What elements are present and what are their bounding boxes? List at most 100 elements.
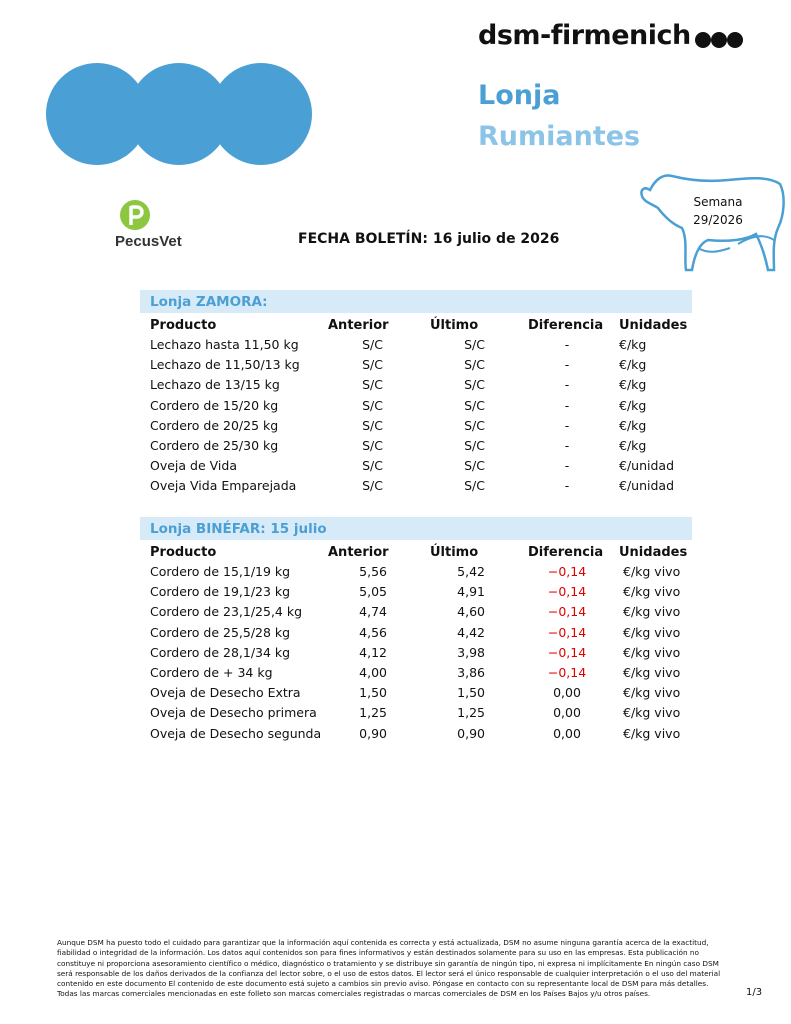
table-cell: 1,25: [359, 705, 387, 721]
table-cell: €/kg vivo: [623, 584, 681, 600]
bulletin-date: FECHA BOLETÍN: 16 julio de 2026: [298, 231, 560, 247]
table-cell: Lechazo hasta 11,50 kg: [150, 337, 299, 352]
table-cell: 5,05: [359, 584, 387, 600]
table-cell: €/kg vivo: [623, 685, 681, 701]
table-cell: Oveja de Vida: [150, 458, 237, 474]
subtitle: Rumiantes: [478, 121, 641, 152]
table-cell: −0,14: [547, 624, 587, 640]
column-header: Unidades: [619, 545, 688, 560]
brand-dots: [695, 32, 743, 48]
column-header: Producto: [150, 318, 217, 333]
table-cell: €/kg vivo: [623, 665, 681, 680]
table-title-band: Lonja BINÉFAR: 15 julio: [140, 517, 692, 540]
table-cell: S/C: [464, 478, 485, 494]
table-cell: S/C: [362, 357, 383, 373]
table-cell: −0,14: [547, 665, 587, 680]
table-cell: €/kg: [619, 377, 647, 393]
table-cell: 4,60: [457, 604, 485, 620]
column-header: Diferencia: [528, 545, 604, 560]
table-cell: −0,14: [547, 644, 587, 660]
table-cell: €/kg: [619, 397, 647, 413]
table-cell: −0,14: [547, 564, 587, 579]
table-cell: S/C: [464, 357, 485, 373]
table-cell: €/kg vivo: [623, 725, 681, 741]
table-cell: S/C: [362, 337, 383, 352]
table-cell: 0,00: [553, 685, 581, 701]
table-cell: 1,50: [457, 685, 485, 701]
table-cell: S/C: [362, 458, 383, 474]
table-cell: -: [564, 438, 570, 453]
table-cell: S/C: [362, 397, 383, 413]
table-cell: Cordero de 23,1/25,4 kg: [150, 604, 303, 620]
table-cell: 4,91: [457, 584, 485, 600]
disclaimer: Aunque DSM ha puesto todo el cuidado par…: [57, 938, 721, 999]
table-cell: Oveja de Desecho primera: [150, 705, 317, 721]
table-cell: Cordero de 25/30 kg: [150, 438, 279, 453]
table-cell: S/C: [464, 438, 485, 453]
page-number: 1/3: [746, 987, 763, 998]
table-cell: 4,74: [359, 604, 387, 620]
table-cell: Oveja de Desecho Extra: [150, 685, 301, 701]
table-cell: S/C: [362, 417, 383, 433]
table-cell: S/C: [464, 377, 485, 393]
table-cell: −0,14: [547, 604, 587, 620]
column-header: Último: [430, 545, 479, 560]
column-header: Último: [430, 318, 479, 333]
table-cell: Cordero de 15/20 kg: [150, 397, 279, 413]
table-title: Lonja ZAMORA:: [150, 294, 268, 310]
column-header: Anterior: [328, 318, 389, 333]
table-cell: €/kg vivo: [623, 564, 681, 579]
table-cell: 1,50: [359, 685, 387, 701]
table-cell: €/kg vivo: [623, 604, 681, 620]
table-cell: 3,86: [457, 665, 485, 680]
table-cell: 0,00: [553, 705, 581, 721]
table-cell: Cordero de 25,5/28 kg: [150, 624, 291, 640]
table-cell: 3,98: [457, 644, 485, 660]
column-header: Unidades: [619, 318, 688, 333]
brand: dsm-firmenich: [478, 20, 691, 51]
table-cell: S/C: [464, 397, 485, 413]
table-cell: Oveja Vida Emparejada: [150, 478, 297, 494]
table-title-band: Lonja ZAMORA:: [140, 290, 692, 313]
table-cell: Cordero de 19,1/23 kg: [150, 584, 291, 600]
table-cell: -: [564, 478, 570, 494]
table-cell: €/kg vivo: [623, 624, 681, 640]
table-cell: 4,00: [359, 665, 387, 680]
table-cell: €/kg: [619, 337, 647, 352]
table-cell: 5,56: [359, 564, 387, 579]
table-cell: Cordero de 15,1/19 kg: [150, 564, 291, 579]
table-cell: Oveja de Desecho segunda: [150, 725, 322, 741]
table-cell: €/kg: [619, 417, 647, 433]
table-cell: S/C: [362, 438, 383, 453]
week: 29/2026: [693, 213, 743, 227]
table-cell: S/C: [464, 417, 485, 433]
title: Lonja: [478, 80, 561, 111]
table-cell: 0,90: [359, 725, 387, 741]
week-label: Semana: [693, 195, 743, 209]
table-cell: 4,42: [457, 624, 485, 640]
table-cell: -: [564, 377, 570, 393]
table-cell: S/C: [362, 377, 383, 393]
table-cell: S/C: [464, 458, 485, 474]
table-cell: S/C: [464, 337, 485, 352]
table-cell: €/kg vivo: [623, 705, 681, 721]
column-header: Diferencia: [528, 318, 604, 333]
logo-icon: [120, 200, 150, 230]
table-cell: -: [564, 458, 570, 474]
logo-text: PecusVet: [115, 233, 182, 250]
column-header: Producto: [150, 545, 217, 560]
table-cell: Cordero de 20/25 kg: [150, 417, 279, 433]
table-cell: Lechazo de 13/15 kg: [150, 377, 280, 393]
table-cell: €/kg: [619, 438, 647, 453]
table-cell: 4,56: [359, 624, 387, 640]
table-cell: €/unidad: [619, 458, 675, 474]
table-cell: €/unidad: [619, 478, 675, 494]
table-cell: Lechazo de 11,50/13 kg: [150, 357, 300, 373]
table-cell: 4,12: [359, 644, 387, 660]
table-cell: 0,90: [457, 725, 485, 741]
column-header: Anterior: [328, 545, 389, 560]
table-cell: 1,25: [457, 705, 485, 721]
